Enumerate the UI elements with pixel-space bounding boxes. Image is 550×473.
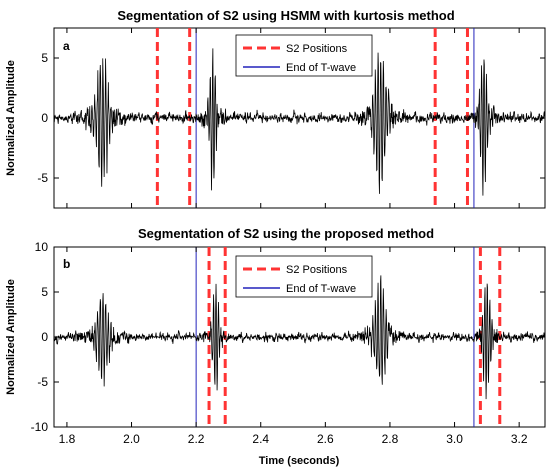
- panel-b-legend: S2 Positions End of T-wave: [235, 255, 373, 298]
- y-tick-label: 10: [35, 240, 49, 254]
- panel-a-legend-twave-label: End of T-wave: [286, 62, 356, 74]
- panel-b-legend-twave-label: End of T-wave: [286, 283, 356, 295]
- x-tick-label: 3.2: [511, 432, 528, 446]
- pcg-signal-trace: [53, 275, 546, 400]
- x-tick-label: 1.8: [59, 432, 76, 446]
- panel-a-legend-s2-label: S2 Positions: [286, 43, 348, 55]
- x-tick-label: 2.8: [382, 432, 399, 446]
- panel-a-title: Segmentation of S2 using HSMM with kurto…: [117, 8, 454, 23]
- panel-a-ylabel: Normalized Amplitude: [5, 60, 17, 176]
- panel-a-legend-box: [235, 34, 373, 77]
- panel-a-y-ticks: -5 0 5: [37, 51, 545, 185]
- x-tick-label: 2.6: [317, 432, 334, 446]
- y-tick-label: -5: [37, 375, 48, 389]
- x-tick-label: 3.0: [446, 432, 463, 446]
- x-tick-label: 2.4: [252, 432, 269, 446]
- panel-a-signal: [53, 48, 546, 196]
- panel-b-legend-box: [235, 255, 373, 298]
- y-tick-label: 5: [41, 285, 48, 299]
- panel-b-label: b: [63, 257, 70, 271]
- x-tick-label: 2.0: [123, 432, 140, 446]
- panel-a-x-ticks: [66, 28, 520, 208]
- panel-b: Segmentation of S2 using the proposed me…: [5, 226, 546, 467]
- panel-b-y-ticks: -10 -5 0 5 10: [31, 240, 545, 434]
- y-tick-label: 0: [41, 330, 48, 344]
- y-tick-label: -10: [31, 420, 49, 434]
- y-tick-label: 5: [41, 51, 48, 65]
- y-tick-label: -5: [37, 171, 48, 185]
- panel-b-title: Segmentation of S2 using the proposed me…: [138, 226, 434, 241]
- panel-a-legend: S2 Positions End of T-wave: [235, 34, 373, 77]
- pcg-signal-trace: [53, 48, 546, 196]
- x-tick-label: 2.2: [188, 432, 205, 446]
- y-tick-label: 0: [41, 111, 48, 125]
- panel-b-signal: [53, 275, 546, 400]
- x-axis-label: Time (seconds): [259, 455, 340, 467]
- panel-b-legend-s2-label: S2 Positions: [286, 264, 348, 276]
- panel-a: Segmentation of S2 using HSMM with kurto…: [5, 8, 546, 209]
- panel-b-x-ticks: 1.8 2.0 2.2 2.4 2.6 2.8 3.0 3.2: [59, 247, 528, 446]
- panel-a-label: a: [63, 39, 70, 53]
- panel-b-ylabel: Normalized Amplitude: [5, 279, 17, 395]
